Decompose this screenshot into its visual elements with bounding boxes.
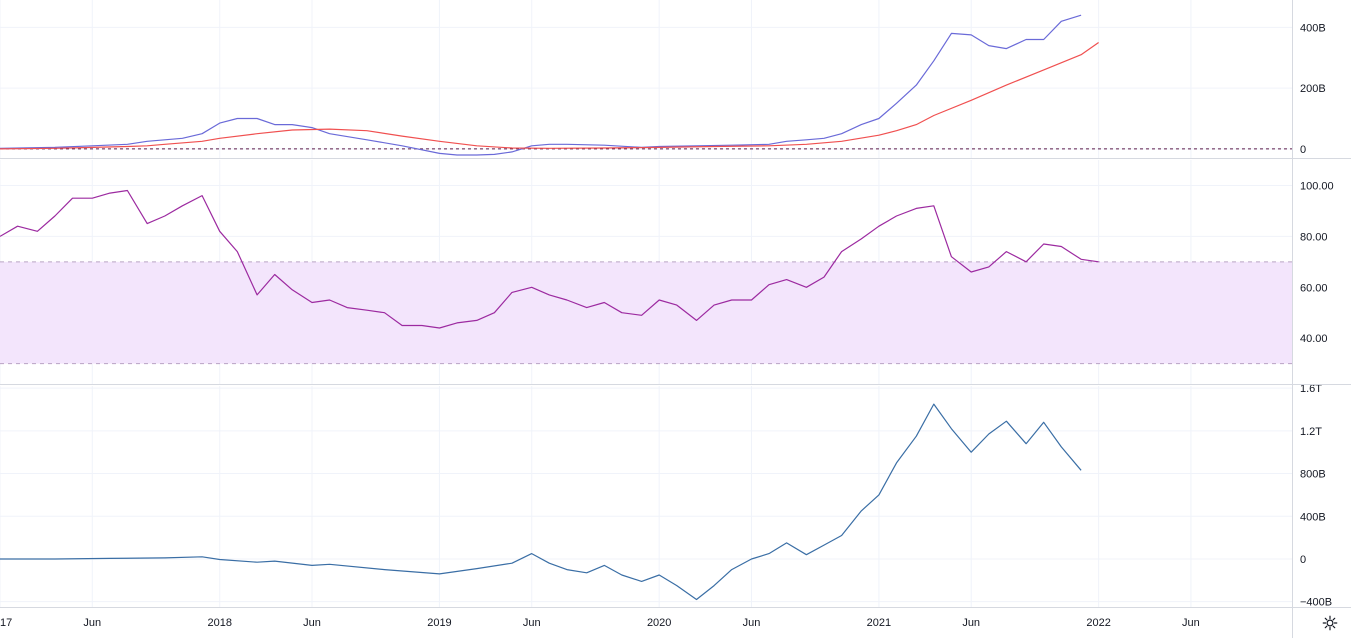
y-tick-label-flow-0: 1.6T bbox=[1300, 383, 1322, 395]
x-tick-label-8: 2021 bbox=[867, 617, 891, 629]
series-line-macd-macd bbox=[0, 14, 1082, 156]
rsi-band bbox=[0, 261, 1292, 364]
y-tick-label-macd-1: 200B bbox=[1300, 83, 1326, 95]
x-tick-label-10: 2022 bbox=[1086, 617, 1110, 629]
x-tick-label-0: 17 bbox=[0, 617, 12, 629]
x-tick-label-7: Jun bbox=[743, 617, 761, 629]
y-tick-label-flow-4: 0 bbox=[1300, 554, 1306, 566]
x-tick-label-11: Jun bbox=[1182, 617, 1200, 629]
series-line-macd-signal bbox=[0, 42, 1099, 150]
y-tick-label-rsi-2: 60.00 bbox=[1300, 282, 1328, 294]
settings-gear-icon[interactable] bbox=[1321, 614, 1339, 632]
x-tick-label-3: Jun bbox=[303, 617, 321, 629]
y-tick-label-rsi-0: 100.00 bbox=[1300, 180, 1334, 192]
y-tick-label-flow-1: 1.2T bbox=[1300, 426, 1322, 438]
x-tick-label-6: 2020 bbox=[647, 617, 671, 629]
y-tick-label-flow-3: 400B bbox=[1300, 511, 1326, 523]
x-tick-label-4: 2019 bbox=[427, 617, 451, 629]
y-tick-label-rsi-3: 40.00 bbox=[1300, 333, 1328, 345]
y-tick-label-flow-2: 800B bbox=[1300, 469, 1326, 481]
x-tick-label-9: Jun bbox=[962, 617, 980, 629]
y-tick-label-flow-5: −400B bbox=[1300, 597, 1332, 609]
series-line-rsi-rsi bbox=[0, 189, 1099, 329]
y-tick-label-macd-2: 0 bbox=[1300, 144, 1306, 156]
x-tick-label-5: Jun bbox=[523, 617, 541, 629]
series-line-flow-flow bbox=[0, 403, 1082, 601]
x-tick-label-1: Jun bbox=[83, 617, 101, 629]
x-tick-label-2: 2018 bbox=[207, 617, 231, 629]
y-tick-label-macd-0: 400B bbox=[1300, 22, 1326, 34]
y-tick-label-rsi-1: 80.00 bbox=[1300, 231, 1328, 243]
